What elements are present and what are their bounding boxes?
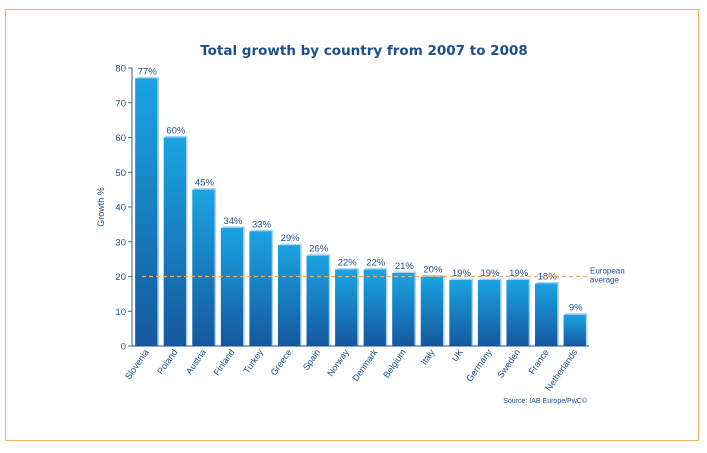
bar-body xyxy=(163,137,186,346)
bar-body xyxy=(249,231,272,346)
y-tick-label: 0 xyxy=(121,342,126,353)
bar-value-label: 19% xyxy=(481,268,501,279)
category-label: Italy xyxy=(419,347,437,367)
bar-value-label: 9% xyxy=(569,303,583,314)
bar-value-label: 45% xyxy=(195,178,215,189)
bar-body xyxy=(477,279,501,346)
y-axis-label: Growth % xyxy=(96,187,106,227)
bar-body xyxy=(277,245,301,346)
bar-italy xyxy=(420,275,445,346)
european-average-label-line-2: average xyxy=(590,276,619,285)
bar-greece xyxy=(277,243,302,346)
bar-sweden xyxy=(506,278,531,346)
category-label: Poland xyxy=(155,347,179,376)
bar-body xyxy=(135,78,158,347)
chart-frame xyxy=(5,9,699,441)
category-label: Sweden xyxy=(495,347,522,379)
category-label: Turkey xyxy=(241,347,265,375)
y-tick-label: 50 xyxy=(115,168,126,179)
bars xyxy=(135,76,588,347)
bar-body xyxy=(220,227,244,346)
bar-value-label: 26% xyxy=(309,244,329,255)
bar-value-label: 33% xyxy=(252,219,272,230)
european-average-label-line-1: European xyxy=(590,267,625,276)
bar-norway xyxy=(335,268,359,346)
bar-body xyxy=(392,273,415,346)
category-label: France xyxy=(527,347,551,376)
y-tick-label: 10 xyxy=(115,307,126,318)
bar-value-label: 22% xyxy=(338,258,358,269)
y-tick-label: 80 xyxy=(115,64,126,75)
y-tick-label: 60 xyxy=(115,133,126,144)
bar-body xyxy=(420,276,444,346)
bar-value-label: 21% xyxy=(395,261,415,272)
category-label: UK xyxy=(450,347,465,363)
y-tick-label: 20 xyxy=(115,272,126,283)
bar-body xyxy=(306,255,329,346)
category-label: Denmark xyxy=(350,347,379,383)
bar-value-label: 77% xyxy=(138,66,158,77)
bar-finland xyxy=(220,226,245,346)
category-labels: Slovenia Poland Austria Finland Turkey Greece… xyxy=(123,347,580,393)
bar-body xyxy=(563,314,586,346)
category-label: Greece xyxy=(269,347,294,377)
bar-germany xyxy=(477,278,502,346)
category-label: Germany xyxy=(464,347,494,383)
chart-title: Total growth by country from 2007 to 200… xyxy=(200,43,528,59)
value-labels: 77% 60% 45% 34% 33% 29% 26% 22% 22% 21% 20% 19% 19% 1… xyxy=(138,66,583,313)
bar-body xyxy=(506,279,529,346)
category-label: Belgium xyxy=(381,347,408,379)
bar-uk xyxy=(449,278,474,346)
bar-slovenia xyxy=(135,76,159,347)
bar-value-label: 34% xyxy=(223,216,243,227)
y-tick-label: 40 xyxy=(115,203,126,214)
bar-poland xyxy=(163,136,188,346)
bar-value-label: 19% xyxy=(509,268,529,279)
bar-austria xyxy=(192,188,217,346)
category-label: Finland xyxy=(211,347,236,377)
source-note: Source: IAB Europe/PwC© xyxy=(503,397,588,405)
european-average-label: European average xyxy=(590,267,627,285)
bar-body xyxy=(535,283,558,346)
bar-value-label: 19% xyxy=(452,268,472,279)
bar-body xyxy=(363,269,386,346)
category-label: Norway xyxy=(325,347,351,378)
bar-netherlands xyxy=(563,313,588,346)
bar-belgium xyxy=(392,271,416,346)
bar-body xyxy=(449,279,472,346)
y-tick-label: 70 xyxy=(115,98,126,109)
bar-spain xyxy=(306,254,331,346)
bar-value-label: 29% xyxy=(281,233,301,244)
category-label: Slovenia xyxy=(123,347,151,381)
bar-value-label: 18% xyxy=(538,271,558,282)
bar-france xyxy=(535,281,559,346)
bar-turkey xyxy=(249,229,274,346)
bar-value-label: 20% xyxy=(423,265,443,276)
bar-value-label: 60% xyxy=(166,126,186,137)
bar-body xyxy=(335,269,358,346)
y-tick-label: 30 xyxy=(115,237,126,248)
category-label: Austria xyxy=(184,347,208,376)
bar-body xyxy=(192,189,215,346)
bar-denmark xyxy=(363,268,388,346)
bar-value-label: 22% xyxy=(366,258,386,269)
y-axis-ticks: 0 10 20 30 40 50 60 70 80 xyxy=(115,64,132,353)
category-label: Spain xyxy=(301,347,322,372)
